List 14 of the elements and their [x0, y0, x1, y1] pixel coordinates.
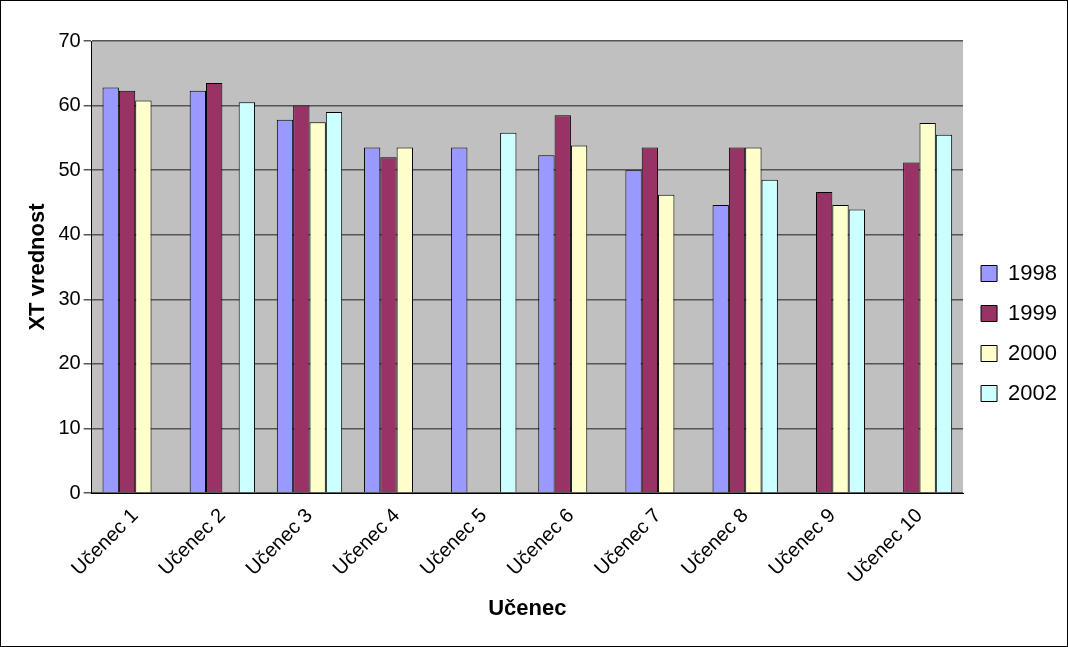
legend-label: 2002 — [1008, 379, 1058, 405]
y-tick-label: 0 — [69, 480, 81, 503]
y-tick-label: 60 — [58, 93, 81, 116]
y-tick-label: 30 — [58, 286, 81, 309]
y-tick-label: 50 — [58, 157, 81, 180]
legend-label: 2000 — [1008, 339, 1058, 365]
y-tick-label: 40 — [58, 222, 81, 245]
y-axis-title: XT vrednost — [24, 202, 50, 331]
x-axis-title: Učenec — [488, 594, 567, 620]
y-tick-label: 70 — [58, 28, 81, 51]
legend-label: 1998 — [1008, 259, 1058, 285]
legend-label: 1999 — [1008, 299, 1058, 325]
y-tick-label: 10 — [58, 415, 81, 438]
y-tick-label: 20 — [58, 351, 81, 374]
